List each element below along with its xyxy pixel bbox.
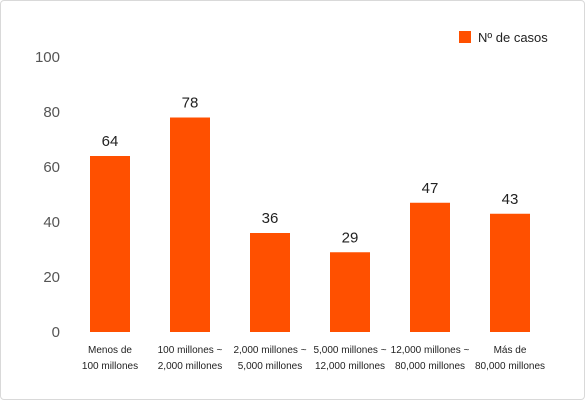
category-label-1-1: 2,000 millones — [158, 361, 222, 372]
value-label-1: 78 — [182, 95, 199, 112]
category-label-3-1: 12,000 millones — [315, 361, 385, 372]
legend: Nº de casos — [459, 30, 548, 45]
category-label-5-0: Más de — [494, 345, 527, 356]
bar-1 — [170, 117, 210, 332]
bar-5 — [490, 213, 530, 332]
category-label-0-0: Menos de — [88, 345, 132, 356]
value-labels: 64 78 36 29 47 43 — [102, 95, 519, 247]
category-label-1-0: 100 millones ~ — [158, 345, 223, 356]
category-label-4-1: 80,000 millones — [395, 361, 465, 372]
y-tick-label-0: 0 — [52, 324, 60, 341]
y-tick-label-4: 80 — [43, 104, 60, 121]
bar-2 — [250, 233, 290, 332]
y-axis-ticks: 0 20 40 60 80 100 — [35, 49, 60, 341]
value-label-4: 47 — [422, 180, 439, 197]
category-label-2-0: 2,000 millones ~ — [233, 345, 306, 356]
bar-4 — [410, 202, 450, 332]
value-label-2: 36 — [262, 210, 279, 227]
value-label-0: 64 — [102, 133, 119, 150]
y-tick-label-3: 60 — [43, 159, 60, 176]
legend-swatch — [459, 31, 471, 43]
y-tick-label-2: 40 — [43, 214, 60, 231]
category-label-2-1: 5,000 millones — [238, 361, 302, 372]
bar-0 — [90, 156, 130, 332]
value-label-3: 29 — [342, 229, 359, 246]
category-label-3-0: 5,000 millones ~ — [313, 345, 386, 356]
category-label-4-0: 12,000 millones ~ — [391, 345, 470, 356]
category-label-5-1: 80,000 millones — [475, 361, 545, 372]
category-label-0-1: 100 millones — [82, 361, 138, 372]
bar-3 — [330, 252, 370, 332]
y-tick-label-5: 100 — [35, 49, 60, 66]
legend-label: Nº de casos — [478, 30, 548, 45]
x-axis-labels: Menos de 100 millones 100 millones ~ 2,000 … — [82, 345, 545, 372]
value-label-5: 43 — [502, 191, 519, 208]
bars — [90, 117, 530, 332]
y-tick-label-1: 20 — [43, 269, 60, 286]
